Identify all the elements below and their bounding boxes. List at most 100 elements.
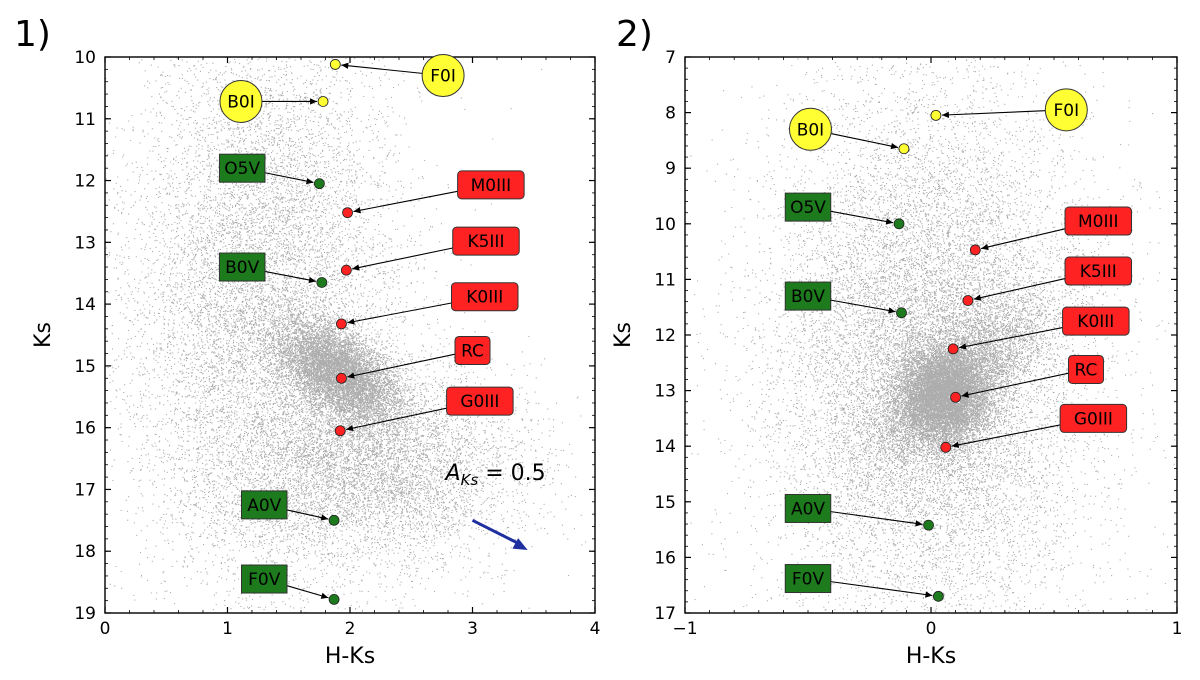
marker-point <box>893 218 905 230</box>
marker-g0iii: G0III <box>334 386 514 437</box>
annotation-arrow <box>264 172 314 184</box>
reddening-vector: AKs = 0.5 <box>444 461 546 550</box>
annotation-arrow <box>830 581 933 597</box>
marker-label: G0III <box>460 392 499 412</box>
marker-point <box>334 425 346 437</box>
marker-point <box>923 519 934 531</box>
marker-rc: RC <box>336 335 491 384</box>
marker-b0i: B0I <box>219 79 329 123</box>
x-tick-label: 1 <box>222 619 233 639</box>
label-box <box>1064 256 1133 286</box>
label-box <box>218 252 266 282</box>
marker-label: RC <box>1075 360 1098 380</box>
annotation-arrow <box>341 64 423 74</box>
label-box <box>446 386 514 416</box>
annotation-arrow <box>830 299 896 313</box>
y-tick-label: 12 <box>74 172 96 192</box>
marker-label: K5III <box>1080 262 1117 282</box>
marker-label: RC <box>461 341 484 361</box>
marker-label: M0III <box>1078 212 1119 232</box>
marker-f0v: F0V <box>241 564 340 605</box>
annotation-arrow <box>347 353 456 378</box>
marker-point <box>898 143 910 155</box>
axis-ticks: 7 8 9 10 11 12 13 14 15 16 17−1 0 1 <box>654 48 1182 639</box>
marker-point <box>329 59 341 70</box>
x-tick-label: 3 <box>467 619 478 639</box>
label-box <box>241 564 288 594</box>
marker-point <box>316 277 328 288</box>
marker-a0v: A0V <box>784 493 934 531</box>
marker-k0iii: K0III <box>336 282 519 330</box>
marker-b0v: B0V <box>218 252 328 288</box>
panel-2-chart: 7 8 9 10 11 12 13 14 15 16 17−1 0 1 H-Ks Ks F0I B0I O5V M0… <box>611 48 1182 669</box>
label-box <box>241 490 288 520</box>
marker-point <box>340 264 352 276</box>
marker-k5iii: K5III <box>340 226 520 276</box>
label-box <box>784 281 832 311</box>
marker-point <box>930 109 942 121</box>
annotation-arrow <box>345 407 447 431</box>
label-badge <box>788 107 832 151</box>
label-badge <box>1044 88 1088 132</box>
marker-point <box>328 594 340 605</box>
annotation-arrow <box>353 190 458 213</box>
marker-label: F0I <box>1053 101 1079 121</box>
marker-label: K5III <box>467 232 504 252</box>
marker-label: B0V <box>225 258 259 278</box>
y-tick-label: 17 <box>654 604 676 624</box>
x-tick-label: 2 <box>345 619 356 639</box>
label-box <box>784 192 832 222</box>
marker-point <box>328 514 340 526</box>
label-badge <box>421 54 465 98</box>
label-box <box>1064 206 1133 236</box>
marker-label: B0I <box>797 120 825 140</box>
marker-f0v: F0V <box>784 564 944 602</box>
marker-point <box>962 295 974 306</box>
panel-2-label: 2) <box>616 14 653 55</box>
annotation-arrow <box>286 509 329 520</box>
y-tick-label: 15 <box>654 493 676 513</box>
annotation-arrow <box>264 270 317 282</box>
marker-point <box>336 318 347 330</box>
marker-f0i: F0I <box>930 88 1088 132</box>
y-tick-label: 15 <box>74 357 96 377</box>
y-tick-label: 19 <box>74 604 96 624</box>
marker-label: M0III <box>471 176 512 196</box>
marker-label: O5V <box>790 198 826 218</box>
marker-point <box>313 178 325 190</box>
label-box <box>1067 354 1104 384</box>
y-tick-label: 16 <box>74 419 96 439</box>
marker-o5v: O5V <box>784 192 905 230</box>
x-tick-label: −1 <box>672 619 697 639</box>
annotation-arrow <box>352 247 453 270</box>
annotation-arrow <box>980 228 1066 250</box>
marker-point <box>342 207 353 219</box>
marker-label: F0V <box>792 570 825 590</box>
marker-b0i: B0I <box>788 107 910 155</box>
y-tick-label: 12 <box>654 326 676 346</box>
annotation-arrow <box>830 210 894 224</box>
marker-a0v: A0V <box>241 490 340 526</box>
x-tick-label: 0 <box>926 619 937 639</box>
marker-label: A0V <box>791 499 825 519</box>
y-tick-label: 13 <box>74 233 96 253</box>
y-tick-label: 14 <box>74 295 96 315</box>
marker-label: A0V <box>247 496 281 516</box>
star-cloud <box>105 57 587 613</box>
label-box <box>1062 306 1130 336</box>
annotation-arrow <box>961 372 1069 397</box>
y-tick-label: 13 <box>654 382 676 402</box>
label-badge <box>219 79 263 123</box>
marker-f0i: F0I <box>329 54 465 98</box>
marker-point <box>896 307 907 319</box>
x-tick-label: 4 <box>590 619 601 639</box>
label-box <box>457 170 525 200</box>
annotation-arrow <box>347 302 452 324</box>
marker-k0iii: K0III <box>947 306 1130 355</box>
reddening-label: AKs = 0.5 <box>444 461 546 489</box>
y-tick-label: 7 <box>665 48 676 68</box>
marker-point <box>940 441 952 453</box>
x-tick-label: 1 <box>1172 619 1183 639</box>
marker-label: B0I <box>227 92 255 112</box>
